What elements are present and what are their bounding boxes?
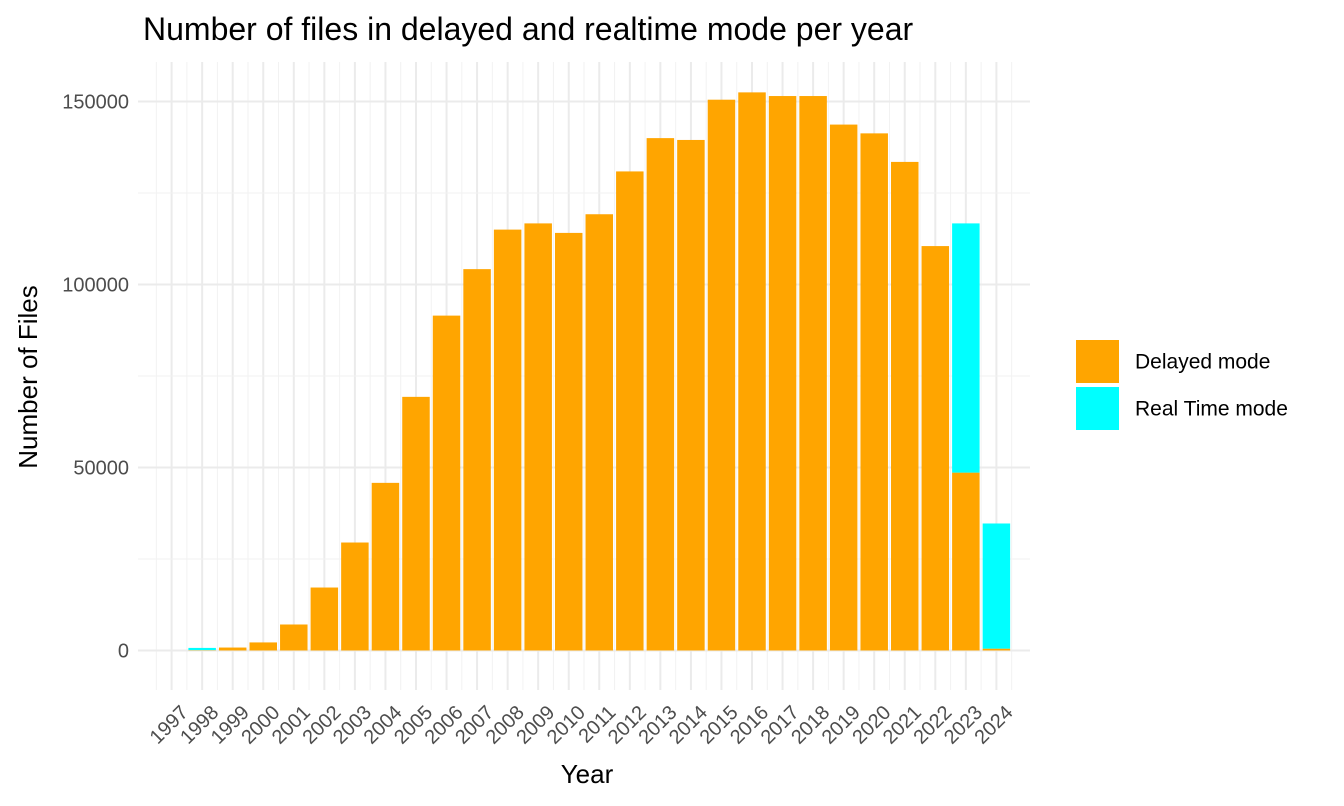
bars-layer — [188, 92, 1011, 651]
x-tick-labels: 1997199819992000200120022003200420052006… — [146, 702, 1018, 749]
bar-delayed-2017 — [768, 96, 797, 651]
bar-delayed-2022 — [921, 246, 950, 651]
bar-delayed-2009 — [524, 223, 552, 651]
bar-delayed-2023 — [952, 472, 980, 651]
bar-delayed-2007 — [463, 269, 491, 651]
legend-label-realtime: Real Time mode — [1135, 398, 1288, 421]
bar-delayed-2001 — [280, 624, 308, 651]
bar-delayed-2020 — [860, 133, 888, 651]
bar-delayed-2013 — [646, 138, 675, 651]
bar-delayed-2011 — [585, 214, 614, 651]
bar-delayed-2016 — [738, 92, 766, 651]
bar-delayed-2005 — [402, 396, 430, 651]
bar-delayed-2024 — [982, 648, 1011, 651]
bar-delayed-2008 — [493, 229, 522, 651]
bar-delayed-2004 — [371, 482, 400, 651]
bar-realtime-1998 — [188, 647, 216, 651]
legend-key-realtime — [1076, 387, 1119, 430]
bar-delayed-2010 — [554, 232, 583, 651]
y-tick-label: 150000 — [62, 92, 129, 114]
y-tick-labels: 0 50000 100000 150000 — [62, 92, 129, 663]
bar-delayed-2006 — [432, 315, 461, 651]
y-tick-label: 100000 — [62, 275, 129, 297]
bar-delayed-1999 — [218, 647, 247, 651]
bar-delayed-2018 — [799, 96, 827, 651]
bar-realtime-2024 — [982, 523, 1011, 649]
y-tick-label: 50000 — [73, 457, 129, 479]
y-tick-label: 0 — [118, 640, 129, 662]
bar-delayed-2003 — [341, 542, 369, 651]
bar-delayed-2012 — [616, 171, 644, 651]
legend-key-delayed — [1076, 340, 1119, 383]
legend: Delayed mode Real Time mode — [1076, 340, 1288, 430]
bar-delayed-2015 — [707, 99, 736, 651]
legend-label-delayed: Delayed mode — [1135, 351, 1270, 374]
bar-delayed-2019 — [829, 124, 858, 651]
bar-delayed-2000 — [249, 642, 277, 651]
bar-realtime-2023 — [952, 223, 980, 473]
y-axis-title: Number of Files — [13, 285, 43, 469]
chart-title: Number of files in delayed and realtime … — [143, 11, 914, 47]
bar-delayed-2014 — [677, 139, 705, 651]
x-axis-title: Year — [561, 759, 614, 789]
bar-delayed-2021 — [891, 161, 919, 651]
bar-delayed-2002 — [310, 587, 339, 651]
